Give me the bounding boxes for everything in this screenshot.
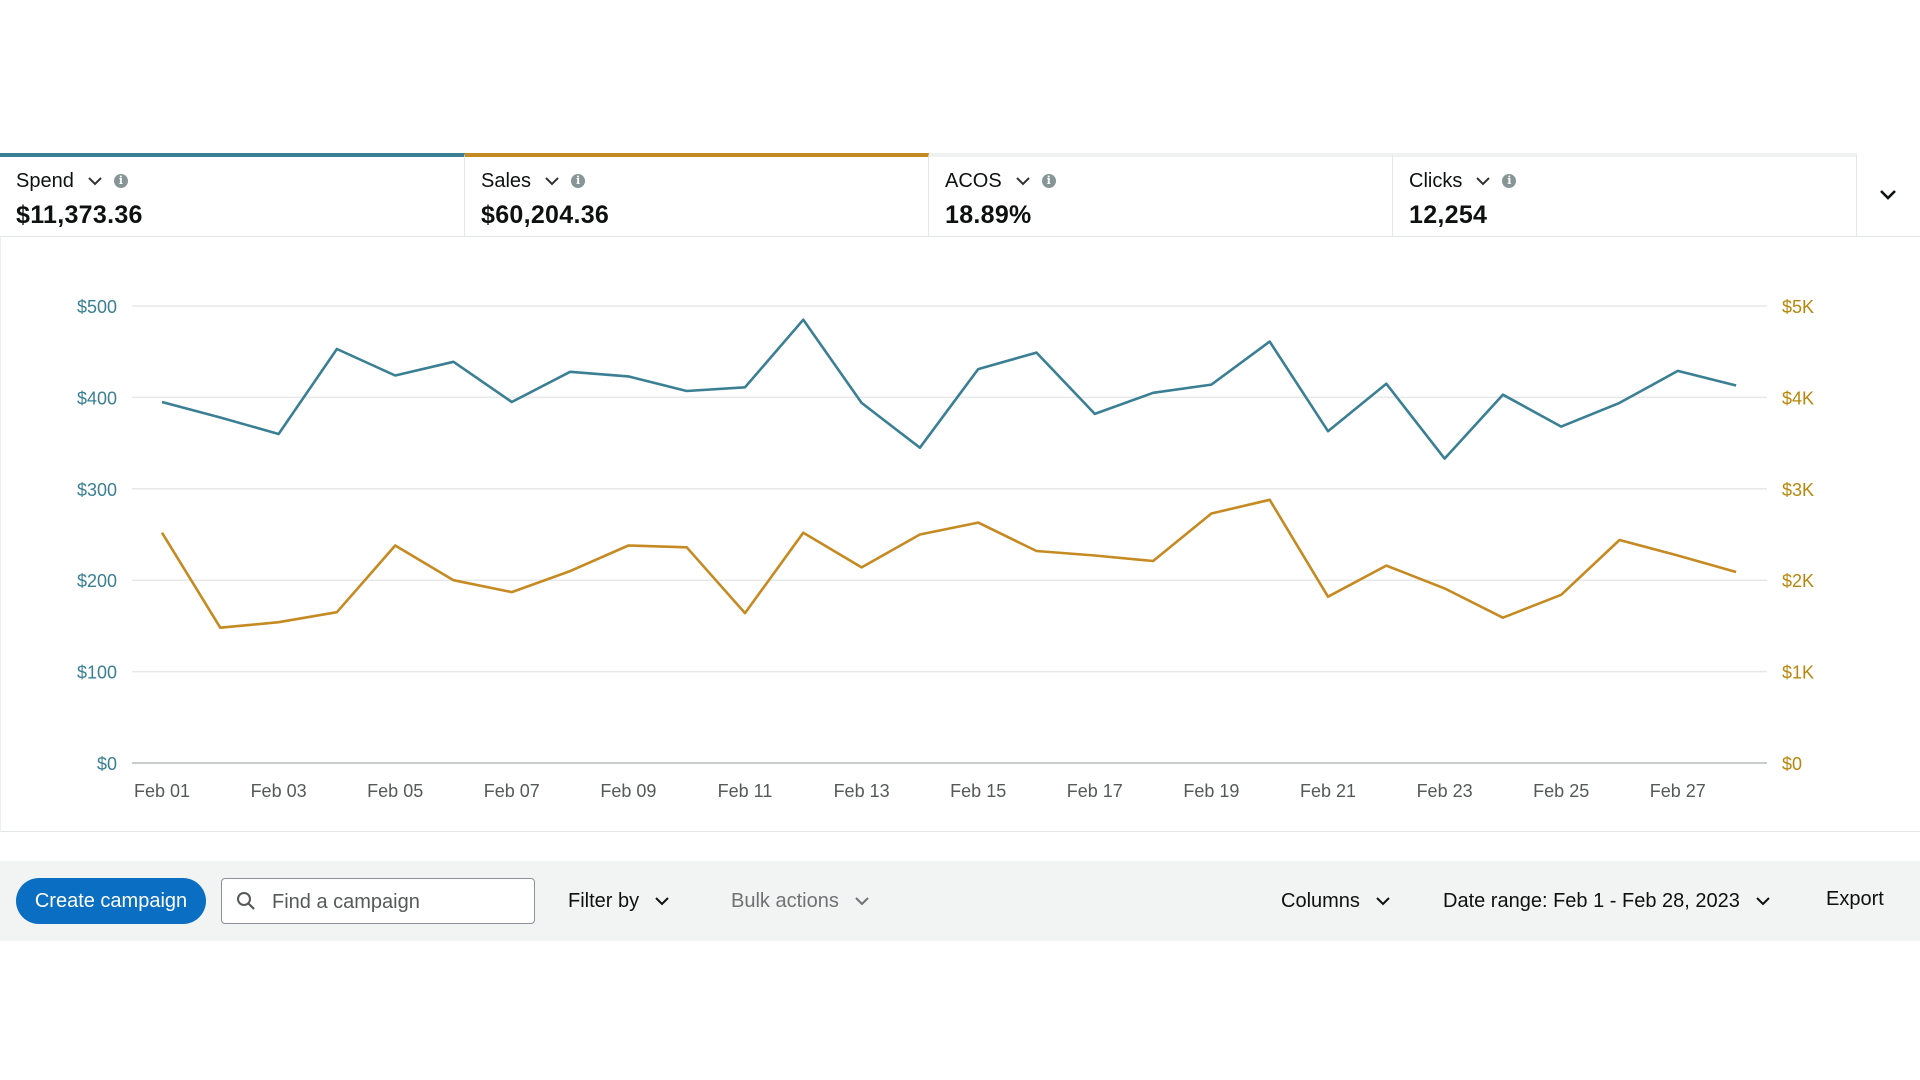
y-left-tick-label: $0: [97, 754, 117, 774]
date-range-label: Date range: Feb 1 - Feb 28, 2023: [1443, 889, 1740, 912]
metric-value: $60,204.36: [481, 201, 610, 229]
chevron-down-icon: [655, 897, 669, 906]
metric-label: ACOS: [945, 169, 1002, 192]
metric-value: 18.89%: [945, 201, 1032, 229]
y-right-tick-label: $2K: [1782, 571, 1814, 591]
metric-value: $11,373.36: [16, 201, 143, 229]
metric-header: Sales i: [481, 169, 928, 193]
export-button[interactable]: Export: [1826, 888, 1884, 910]
metric-label: Sales: [481, 169, 532, 192]
x-tick-label: Feb 03: [251, 781, 307, 801]
series-line-spend: [161, 318, 1737, 460]
line-chart: $0 $100 $200 $300 $400 $500 $0 $1K $2K $3K $4K $5K F…: [77, 297, 1814, 801]
columns-dropdown[interactable]: Columns: [1281, 888, 1392, 914]
bulk-actions-dropdown[interactable]: Bulk actions: [731, 888, 871, 914]
metric-tab-sales[interactable]: Sales i $60,204.36: [465, 153, 929, 237]
metric-value: 12,254: [1409, 201, 1488, 229]
x-tick-label: Feb 01: [134, 781, 190, 801]
metric-label: Clicks: [1409, 169, 1463, 192]
x-tick-label: Feb 27: [1650, 781, 1706, 801]
filter-by-dropdown[interactable]: Filter by: [568, 888, 671, 914]
find-campaign-input[interactable]: [270, 887, 524, 917]
x-tick-label: Feb 15: [950, 781, 1006, 801]
date-range-dropdown[interactable]: Date range: Feb 1 - Feb 28, 2023: [1443, 888, 1772, 914]
y-right-tick-label: $5K: [1782, 297, 1814, 317]
chevron-down-icon: [1756, 897, 1770, 906]
chevron-down-icon[interactable]: [1474, 172, 1492, 190]
x-tick-label: Feb 25: [1533, 781, 1589, 801]
y-right-tick-label: $4K: [1782, 388, 1814, 408]
x-tick-label: Feb 11: [718, 781, 773, 801]
columns-label: Columns: [1281, 889, 1360, 912]
chevron-down-icon[interactable]: [543, 172, 561, 190]
chevron-down-icon[interactable]: [1014, 172, 1032, 190]
y-right-tick-label: $1K: [1782, 663, 1814, 683]
y-left-tick-label: $300: [77, 480, 117, 500]
chevron-down-icon[interactable]: [86, 172, 104, 190]
y-right-tick-label: $3K: [1782, 480, 1814, 500]
metric-tab-acos[interactable]: ACOS i 18.89%: [929, 153, 1393, 237]
x-tick-label: Feb 09: [600, 781, 656, 801]
metric-label: Spend: [16, 169, 74, 192]
y-left-tick-label: $400: [77, 388, 117, 408]
y-left-tick-label: $100: [77, 663, 117, 683]
x-tick-label: Feb 13: [834, 781, 890, 801]
metric-tab-clicks[interactable]: Clicks i 12,254: [1393, 153, 1857, 237]
x-tick-label: Feb 21: [1300, 781, 1356, 801]
series-line-sales: [160, 498, 1737, 630]
filter-by-label: Filter by: [568, 889, 640, 912]
x-tick-label: Feb 05: [367, 781, 423, 801]
metric-header: Spend i: [16, 169, 464, 193]
chevron-down-icon: [1376, 897, 1390, 906]
expand-metrics-chevron-icon[interactable]: [1870, 180, 1906, 210]
info-icon[interactable]: i: [1041, 174, 1056, 188]
create-campaign-button[interactable]: Create campaign: [16, 878, 206, 924]
performance-chart: $0 $100 $200 $300 $400 $500 $0 $1K $2K $3K $4K $5K F…: [0, 237, 1920, 832]
metric-tab-spend[interactable]: Spend i $11,373.36: [0, 153, 465, 237]
y-left-tick-label: $500: [77, 297, 117, 317]
y-right-tick-label: $0: [1782, 754, 1802, 774]
info-icon[interactable]: i: [113, 174, 128, 188]
info-icon[interactable]: i: [571, 174, 586, 188]
x-tick-label: Feb 19: [1183, 781, 1239, 801]
info-icon[interactable]: i: [1502, 174, 1517, 188]
metric-header: Clicks i: [1409, 169, 1856, 193]
x-tick-label: Feb 17: [1067, 781, 1123, 801]
campaign-toolbar: Create campaign Filter by Bulk actions C…: [0, 861, 1920, 941]
bulk-actions-label: Bulk actions: [731, 889, 839, 912]
x-tick-label: Feb 07: [484, 781, 540, 801]
x-tick-label: Feb 23: [1417, 781, 1473, 801]
metrics-bar: Spend i $11,373.36 Sales i $60,204.36 AC…: [0, 153, 1920, 237]
chevron-down-icon: [855, 897, 869, 906]
metric-header: ACOS i: [945, 169, 1392, 193]
search-box: [221, 878, 535, 924]
search-icon: [237, 892, 255, 910]
y-left-tick-label: $200: [77, 571, 117, 591]
